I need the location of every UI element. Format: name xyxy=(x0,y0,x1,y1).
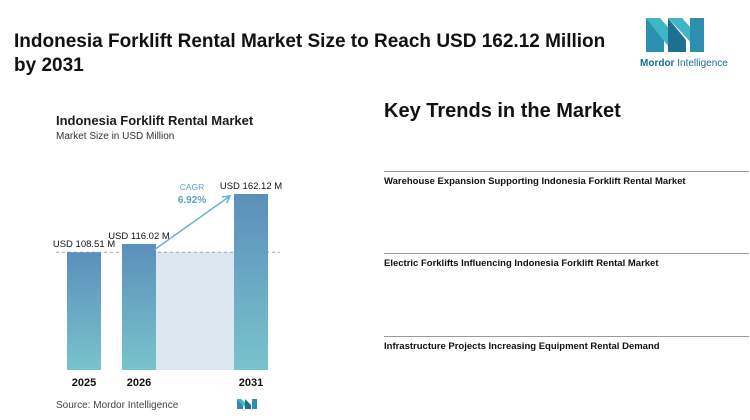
chart-source: Source: Mordor Intelligence xyxy=(56,400,179,411)
data-label-2031: USD 162.12 M xyxy=(220,181,282,192)
trend-item-electric-forklifts[interactable]: Electric Forklifts Influencing Indonesia… xyxy=(384,253,749,269)
growth-band xyxy=(156,252,234,370)
cagr-label: CAGR xyxy=(180,182,205,192)
page-headline: Indonesia Forklift Rental Market Size to… xyxy=(14,31,606,76)
cagr-arrow xyxy=(153,195,231,251)
key-trends-title: Key Trends in the Market xyxy=(384,100,621,122)
data-label-2025: USD 108.51 M xyxy=(53,239,115,250)
bar-2025 xyxy=(67,252,101,370)
trend-item-warehouse-expansion[interactable]: Warehouse Expansion Supporting Indonesia… xyxy=(384,171,749,187)
x-tick-2026: 2026 xyxy=(127,377,151,389)
x-tick-2025: 2025 xyxy=(72,377,96,389)
cagr-arrow-head xyxy=(221,195,232,204)
logo-text: Mordor Intelligence xyxy=(640,58,728,69)
bar-2031 xyxy=(234,193,268,370)
logo-mark-icon xyxy=(646,18,704,52)
chart-title: Indonesia Forklift Rental Market xyxy=(56,113,254,128)
source-logo-icon xyxy=(237,399,257,409)
x-tick-2031: 2031 xyxy=(239,377,263,389)
mordor-intelligence-logo: Mordor Intelligence xyxy=(640,16,728,76)
trend-item-infrastructure-projects[interactable]: Infrastructure Projects Increasing Equip… xyxy=(384,336,749,352)
cagr-value: 6.92% xyxy=(178,195,206,206)
bar-2026 xyxy=(122,244,156,370)
chart-subtitle: Market Size in USD Million xyxy=(56,131,175,142)
data-label-2026: USD 116.02 M xyxy=(108,231,170,242)
